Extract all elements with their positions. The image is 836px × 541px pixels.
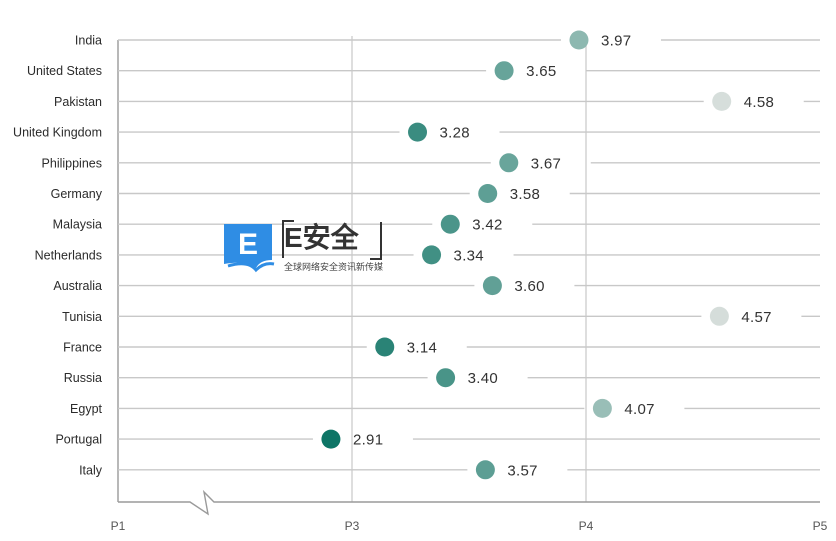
data-label: 3.57 <box>507 462 537 479</box>
data-point <box>321 429 341 449</box>
e-badge-icon: E <box>224 224 275 273</box>
data-point <box>592 398 612 418</box>
data-point <box>569 30 589 50</box>
category-label: Tunisia <box>62 310 102 324</box>
category-label: Russia <box>64 371 102 385</box>
category-label: Germany <box>51 187 103 201</box>
data-point <box>375 337 395 357</box>
data-point <box>712 91 732 111</box>
x-tick-label: P5 <box>813 519 828 533</box>
watermark-title: E安全 <box>284 222 359 253</box>
data-point <box>709 306 729 326</box>
watermark-logo: E E安全 全球网络安全资讯新传媒 <box>220 218 400 278</box>
x-tick-label: P3 <box>345 519 360 533</box>
category-label: France <box>63 341 102 355</box>
data-label: 4.58 <box>744 94 774 111</box>
bracket-left <box>282 220 294 258</box>
data-point <box>499 153 519 173</box>
data-label: 3.60 <box>514 278 544 295</box>
data-label: 3.67 <box>531 155 561 172</box>
category-label: Australia <box>53 279 102 293</box>
data-label: 3.58 <box>510 186 540 203</box>
data-label: 4.57 <box>741 309 771 326</box>
data-point <box>482 276 502 296</box>
data-label: 3.28 <box>440 125 470 142</box>
data-point <box>408 122 428 142</box>
x-tick-label: P1 <box>111 519 126 533</box>
category-label: United States <box>27 64 102 78</box>
category-label: Malaysia <box>53 218 102 232</box>
data-label: 3.40 <box>468 370 498 387</box>
data-point <box>475 460 495 480</box>
data-label: 3.42 <box>472 217 502 234</box>
x-tick-label: P4 <box>579 519 594 533</box>
data-point <box>494 61 514 81</box>
data-points: 3.97 3.65 4.58 3.28 3.67 3.58 3.42 3.34 3.60 4.57… <box>321 30 774 480</box>
x-axis-line <box>118 489 820 516</box>
category-label: Italy <box>79 463 103 477</box>
category-label: Portugal <box>55 433 102 447</box>
x-tick-labels: P1 P3 P4 P5 <box>111 519 828 533</box>
category-label: Philippines <box>42 156 102 170</box>
data-label: 3.65 <box>526 63 556 80</box>
watermark-subtitle: 全球网络安全资讯新传媒 <box>284 262 384 272</box>
data-point <box>422 245 442 265</box>
category-label: Egypt <box>70 402 102 416</box>
data-label: 3.34 <box>454 247 484 264</box>
data-point <box>478 184 498 203</box>
category-label: Netherlands <box>35 248 102 262</box>
category-label: United Kingdom <box>13 126 102 140</box>
bracket-right <box>370 222 382 260</box>
category-label: Pakistan <box>54 95 102 109</box>
category-label: India <box>75 34 102 48</box>
category-labels: India United States Pakistan United Kingdom… <box>13 34 103 478</box>
data-label: 3.14 <box>407 340 437 357</box>
data-point <box>436 368 456 388</box>
data-label: 4.07 <box>624 401 654 418</box>
x-axis <box>118 489 820 516</box>
data-point <box>440 214 460 234</box>
badge-letter: E <box>238 228 258 261</box>
data-label: 3.97 <box>601 33 631 50</box>
data-label: 2.91 <box>353 432 383 449</box>
grid-layer <box>117 36 820 502</box>
